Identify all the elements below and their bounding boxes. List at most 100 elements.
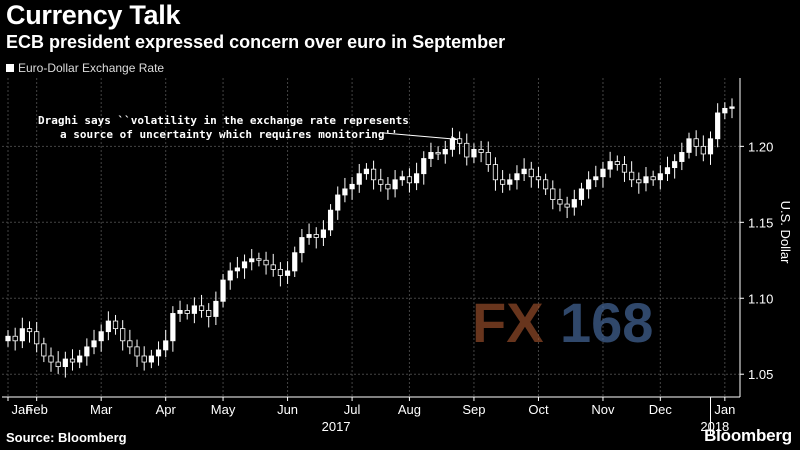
candle-body [177, 310, 183, 314]
candle-body [69, 358, 76, 363]
candle-body [686, 138, 692, 153]
candle-body [277, 268, 283, 276]
bloomberg-logo: Bloomberg [704, 426, 792, 445]
candle-body [492, 164, 499, 181]
x-tick-label: Sep [462, 402, 485, 417]
candle-body [521, 168, 527, 175]
candle-body [48, 355, 54, 363]
candle-body [356, 173, 362, 185]
candle-body [428, 152, 434, 159]
candle-body [507, 179, 513, 185]
candle-body [514, 173, 520, 181]
candle-body [299, 237, 305, 254]
candle-body [679, 152, 685, 162]
candle-body [349, 183, 355, 190]
candle-body [270, 264, 276, 270]
candle-body [77, 355, 83, 363]
candle-body [485, 152, 491, 165]
candle-body [550, 188, 556, 200]
candle-body [227, 270, 233, 281]
candle-body [442, 148, 448, 155]
candle-body [557, 199, 563, 205]
candle-body [421, 158, 427, 175]
candle-body [141, 355, 147, 363]
y-axis: 1.05 1.10 1.15 1.20 [739, 78, 773, 397]
x-tick-label: Apr [156, 402, 177, 417]
candle-body [327, 209, 334, 231]
candle-body [528, 168, 534, 178]
candle-body [593, 176, 599, 181]
candle-body [636, 179, 642, 184]
candle-body [198, 305, 205, 311]
candle-body [464, 142, 470, 158]
x-tick-label: Nov [591, 402, 615, 417]
candle-body [722, 107, 728, 114]
candle-body [578, 188, 585, 200]
x-tick-label: Feb [25, 402, 47, 417]
candle-body [650, 176, 656, 181]
x-tick-label: Aug [398, 402, 421, 417]
candle-body [241, 261, 248, 269]
x-tick-label: Dec [649, 402, 673, 417]
candle-body [571, 199, 577, 208]
candle-body [120, 328, 126, 342]
candle-body [105, 320, 111, 333]
x-tick-label: Mar [90, 402, 113, 417]
candle-body [657, 173, 663, 181]
y-tick-label: 1.20 [748, 139, 773, 154]
year-label: 2018 [700, 419, 729, 434]
candle-body [600, 168, 606, 178]
candle-body [413, 173, 420, 184]
candle-body [234, 267, 240, 272]
candle-body [471, 148, 477, 158]
candle-body [535, 176, 542, 181]
x-tick-label: Jan [12, 402, 33, 417]
y-tick-label: 1.10 [748, 291, 773, 306]
candle-body [163, 340, 169, 351]
candle-body [19, 328, 25, 342]
annotation-arrow [383, 132, 458, 140]
fx168-watermark: FX 168 [472, 291, 653, 354]
candle-body [12, 335, 18, 342]
y-tick-label: 1.05 [748, 367, 773, 382]
candle-body [26, 328, 33, 333]
chart-subtitle: ECB president expressed concern over eur… [6, 32, 506, 52]
candle-body [664, 167, 671, 175]
candle-body [91, 340, 97, 348]
watermark-part2: 168 [560, 291, 653, 354]
candle-body [693, 138, 699, 147]
candle-body [98, 331, 104, 342]
candle-body [148, 355, 154, 363]
candle-body [392, 179, 398, 190]
candle-body [249, 258, 255, 263]
candle-body [370, 168, 377, 181]
candle-body [500, 179, 506, 185]
candle-body [643, 176, 649, 184]
candle-body [378, 179, 384, 185]
candle-body [220, 279, 226, 302]
candle-body [5, 335, 11, 342]
x-tick-label: Jun [277, 402, 298, 417]
candle-body [263, 259, 269, 266]
legend-swatch [6, 64, 14, 72]
legend-label: Euro-Dollar Exchange Rate [18, 61, 165, 75]
candle-body [170, 313, 176, 342]
candle-body [84, 346, 90, 357]
candle-body [306, 234, 312, 238]
candle-body [206, 310, 212, 317]
candle-body [284, 270, 291, 276]
candle-body [62, 358, 68, 368]
candle-body [313, 234, 319, 238]
candle-body [184, 310, 190, 314]
annotation-line-2: a source of uncertainty which requires m… [60, 128, 398, 141]
candles [5, 98, 735, 378]
year-label: 2017 [322, 419, 351, 434]
candle-body [363, 168, 370, 175]
candle-body [320, 229, 327, 238]
candle-body [213, 300, 219, 317]
candle-body [134, 346, 140, 357]
x-tick-label: Oct [528, 402, 549, 417]
candle-body [335, 194, 341, 211]
